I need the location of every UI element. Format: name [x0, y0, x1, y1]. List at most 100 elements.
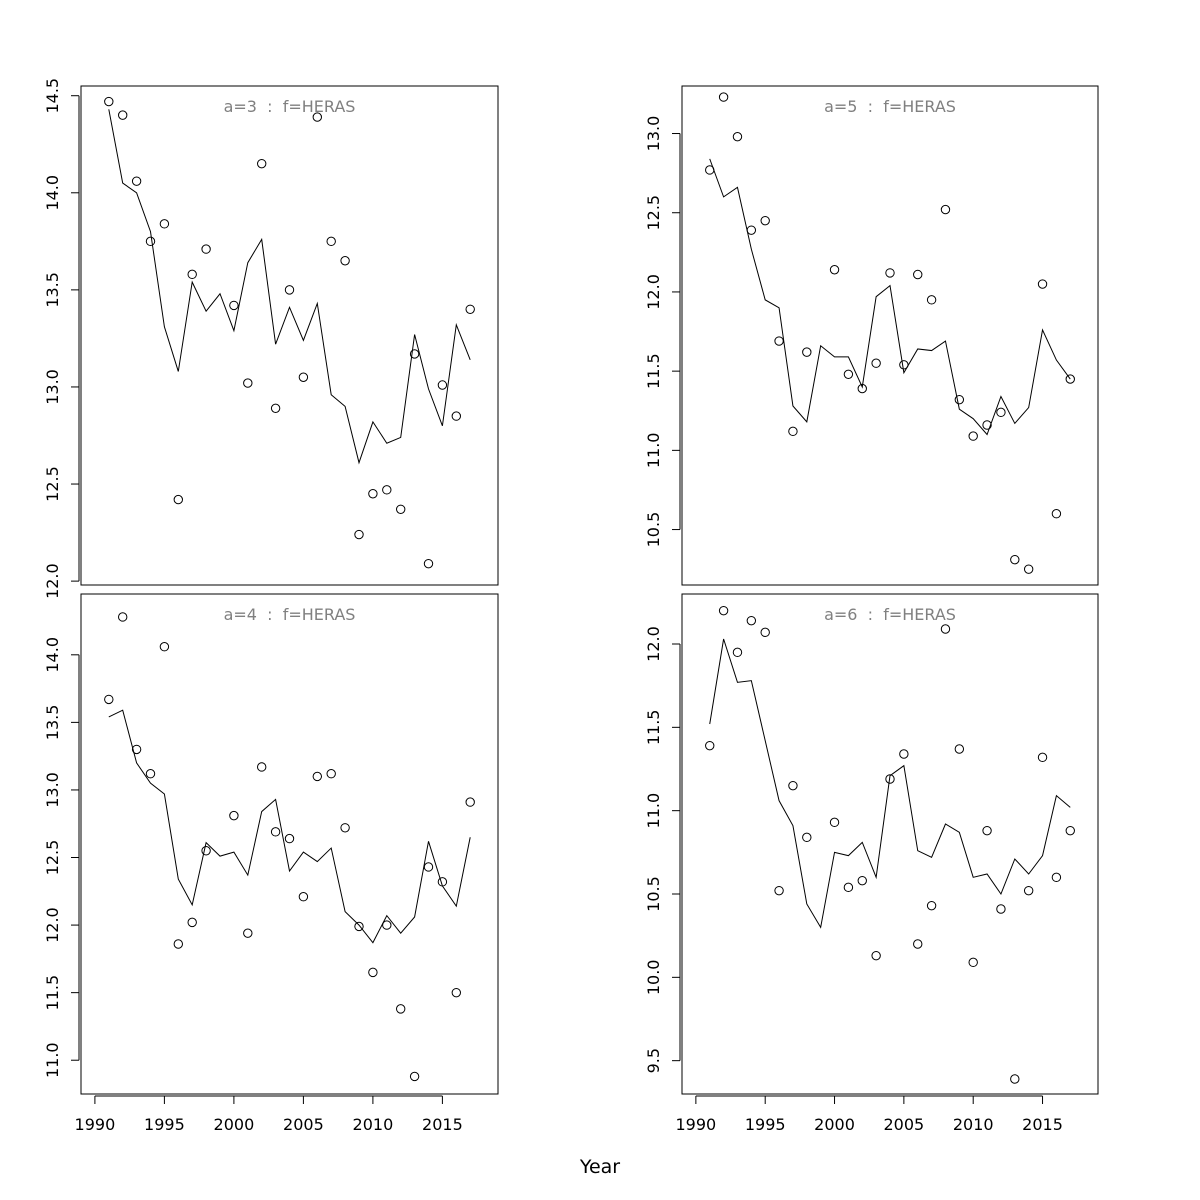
data-point — [1010, 1074, 1020, 1084]
data-point — [354, 529, 364, 540]
y-tick-label: 11.0 — [644, 433, 663, 469]
data-point — [396, 1004, 406, 1014]
data-point — [968, 957, 978, 968]
data-point — [284, 833, 295, 844]
data-point — [788, 426, 798, 437]
data-point — [340, 256, 350, 266]
data-point — [437, 380, 448, 390]
y-tick-label: 13.0 — [43, 772, 62, 808]
data-point — [954, 394, 965, 405]
data-point — [913, 269, 923, 280]
data-point — [187, 917, 197, 928]
x-tick-label: 2015 — [422, 1115, 463, 1134]
plot-frame — [681, 593, 1099, 1095]
data-point — [465, 797, 475, 807]
y-tick-label: 13.5 — [43, 705, 62, 741]
data-point — [788, 780, 798, 791]
y-tick-label: 14.0 — [43, 175, 62, 211]
y-tick-label: 11.5 — [43, 975, 62, 1011]
data-point — [340, 823, 350, 833]
panel-label: a=4 : f=HERAS — [224, 605, 356, 624]
fitted-line — [108, 709, 471, 944]
y-tick-label: 12.0 — [644, 274, 663, 310]
data-point — [326, 236, 336, 247]
data-point — [760, 215, 770, 226]
data-point — [940, 624, 951, 634]
y-tick-label: 12.0 — [644, 626, 663, 662]
data-point — [746, 225, 757, 235]
data-point — [368, 489, 378, 499]
data-point — [243, 928, 253, 938]
y-tick-label: 13.0 — [644, 116, 663, 152]
fitted-line — [108, 109, 471, 465]
data-point — [843, 369, 854, 380]
x-tick-label: 1990 — [75, 1115, 116, 1134]
data-point — [396, 504, 406, 514]
data-point — [829, 265, 840, 275]
data-point — [885, 268, 895, 278]
data-point — [982, 825, 992, 836]
data-point — [465, 304, 475, 314]
x-tick-label: 2005 — [884, 1115, 925, 1134]
data-point — [1023, 885, 1034, 896]
data-point — [1023, 564, 1034, 574]
y-tick-label: 12.5 — [43, 466, 62, 502]
data-point — [368, 967, 378, 978]
data-point — [746, 615, 757, 626]
y-tick-label: 11.0 — [644, 793, 663, 829]
plot-frame — [80, 85, 499, 586]
data-point — [871, 950, 881, 961]
data-point — [187, 269, 197, 280]
y-tick-label: 9.5 — [644, 1048, 663, 1073]
data-point — [732, 647, 743, 658]
x-axis-label: Year — [579, 1156, 620, 1178]
x-tick-label: 2015 — [1022, 1115, 1063, 1134]
data-point — [760, 627, 770, 638]
data-point — [159, 219, 170, 229]
data-point — [326, 769, 336, 779]
data-point — [885, 774, 895, 784]
panel-label: a=3 : f=HERAS — [224, 97, 356, 116]
y-tick-label: 13.5 — [43, 272, 62, 308]
data-point — [298, 892, 309, 902]
data-point — [312, 771, 322, 782]
data-point — [802, 347, 812, 357]
data-point — [409, 1071, 420, 1082]
data-point — [968, 431, 978, 441]
data-point — [201, 244, 211, 254]
data-point — [382, 485, 392, 495]
x-tick-label: 2000 — [814, 1115, 855, 1134]
data-point — [298, 372, 309, 382]
panel-bottom-left: a=4 : f=HERAS 11.0 11.5 12.0 12.5 13.0 13.5 14.… — [43, 593, 499, 1134]
y-tick-label: 12.5 — [43, 840, 62, 876]
x-tick-label: 2010 — [353, 1115, 394, 1134]
data-point — [312, 112, 322, 122]
data-point — [802, 832, 812, 843]
data-point — [926, 295, 937, 305]
data-point — [451, 411, 461, 421]
data-point — [104, 96, 114, 107]
data-point — [996, 904, 1006, 914]
x-tick-label: 1990 — [676, 1115, 717, 1134]
data-point — [732, 131, 743, 142]
data-point — [1051, 509, 1062, 519]
data-point — [159, 642, 170, 652]
data-point — [913, 939, 923, 949]
data-point — [409, 349, 420, 359]
data-point — [843, 882, 854, 893]
data-point — [284, 285, 295, 295]
y-tick-label: 11.5 — [644, 353, 663, 389]
data-point — [718, 92, 729, 102]
data-point — [145, 236, 156, 247]
x-tick-label: 2000 — [214, 1115, 255, 1134]
data-point — [718, 605, 729, 616]
data-point — [257, 158, 267, 169]
y-tick-label: 12.0 — [43, 907, 62, 943]
data-point — [871, 358, 881, 368]
data-point — [926, 900, 937, 911]
data-point — [257, 762, 267, 772]
data-point — [104, 694, 114, 705]
x-tick-label: 1995 — [745, 1115, 786, 1134]
data-point — [354, 921, 364, 932]
data-point — [451, 987, 461, 998]
